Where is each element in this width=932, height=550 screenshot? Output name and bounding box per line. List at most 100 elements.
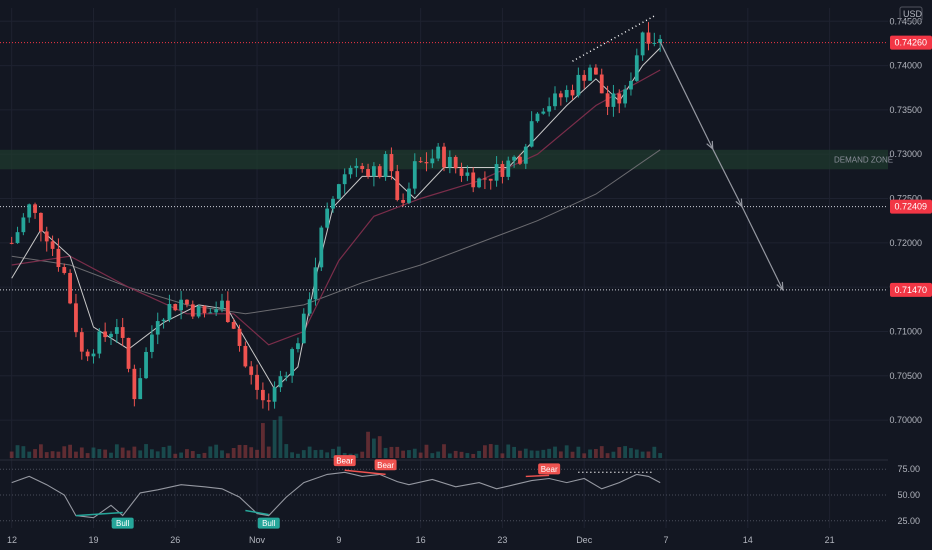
volume-bar — [500, 453, 505, 458]
rsi-line — [11, 471, 661, 519]
candle-body — [33, 204, 37, 213]
candle-body — [512, 156, 517, 161]
rsi-tick-label: 75.00 — [897, 464, 920, 474]
volume-bar — [290, 452, 295, 458]
projection-arrow-head — [776, 281, 784, 292]
time-tick-label: 21 — [825, 535, 835, 545]
volume-bar — [383, 447, 388, 458]
candle-body — [407, 188, 411, 203]
candle-body — [132, 368, 137, 400]
candle-body — [225, 300, 230, 323]
volume-bar — [272, 420, 277, 458]
price-label-text: 0.71470 — [894, 285, 927, 295]
candle-body — [424, 162, 429, 164]
volume-bar — [68, 444, 73, 458]
volume-bar — [266, 446, 271, 458]
volume-bar — [564, 445, 569, 458]
candle-body — [348, 167, 353, 175]
candle-body — [518, 156, 522, 164]
candle-body — [56, 248, 61, 268]
volume-bar — [412, 448, 417, 458]
volume-bar — [278, 416, 283, 458]
volume-bar — [296, 453, 300, 458]
candle-body — [523, 146, 528, 164]
volume-bar — [593, 449, 598, 458]
candle-body — [190, 304, 195, 317]
volume-bar — [482, 445, 487, 458]
candle-body — [593, 67, 598, 75]
candle-body — [284, 375, 289, 377]
candle-body — [336, 184, 341, 199]
volume-bar — [570, 451, 575, 458]
candle-body — [74, 303, 78, 333]
price-tick-label: 0.72000 — [889, 238, 922, 248]
time-tick-label: 19 — [88, 535, 98, 545]
candle-body — [506, 160, 511, 177]
volume-bar — [307, 446, 312, 458]
candle-body — [255, 374, 259, 390]
volume-bar — [85, 453, 90, 458]
candle-body — [272, 387, 277, 402]
candle-body — [623, 89, 628, 104]
rsi-divergence-line — [75, 511, 123, 517]
candle-body — [103, 331, 108, 338]
candle-body — [465, 172, 470, 176]
volume-bar — [50, 451, 55, 458]
volume-bar — [599, 446, 604, 458]
price-label-badge — [890, 35, 932, 50]
volume-bar — [623, 446, 628, 458]
candle-body — [231, 322, 236, 329]
volume-bar — [301, 450, 306, 458]
candle-body — [611, 93, 616, 107]
rsi-signal-badge — [111, 517, 134, 529]
candle-body — [640, 32, 645, 56]
volume-bar — [249, 447, 254, 458]
candle-body — [185, 299, 189, 305]
candle-body — [44, 231, 49, 242]
drawings — [572, 15, 784, 292]
volume-bar — [331, 448, 335, 458]
candle-body — [617, 93, 622, 104]
candle-body — [389, 154, 394, 172]
candle-body — [529, 121, 534, 147]
candle-body — [547, 106, 552, 112]
volume-bar — [430, 453, 435, 458]
volume-bar — [56, 451, 61, 458]
price-tick-label: 0.70000 — [889, 415, 922, 425]
candle-body — [401, 199, 406, 203]
ma-slow-line — [11, 69, 661, 346]
candle-body — [21, 217, 26, 233]
volume-bar — [494, 444, 499, 458]
volume-bar — [447, 453, 452, 458]
projection-arrow-line — [741, 206, 784, 291]
volume-bar — [523, 448, 528, 458]
candle-body — [196, 306, 201, 317]
volume-bar — [319, 449, 324, 458]
candle-body — [430, 158, 435, 164]
volume-bar — [214, 444, 219, 458]
candle-body — [494, 164, 499, 181]
volume-bar — [313, 450, 318, 458]
price-tick-label: 0.72500 — [889, 194, 922, 204]
volume-bar — [179, 452, 184, 458]
volume-bar — [260, 423, 265, 458]
rsi-signal-badge — [333, 455, 356, 467]
volume-bar — [553, 446, 557, 458]
candles — [9, 22, 663, 411]
volume-bar — [471, 453, 476, 458]
rsi-signal-badge — [374, 459, 397, 471]
volume-bar — [255, 449, 259, 458]
time-tick-label: Nov — [249, 535, 266, 545]
time-tick-label: Dec — [576, 535, 593, 545]
volume-bar — [465, 453, 470, 458]
rsi-tick-label: 25.00 — [897, 516, 920, 526]
volume-bar — [109, 452, 113, 458]
volume-bar — [138, 450, 143, 458]
price-label-text: 0.74260 — [894, 38, 927, 48]
volume-bar — [103, 449, 108, 458]
candle-body — [634, 55, 639, 81]
volume-bar — [652, 446, 657, 458]
candle-body — [9, 242, 14, 244]
candle-body — [179, 299, 184, 311]
